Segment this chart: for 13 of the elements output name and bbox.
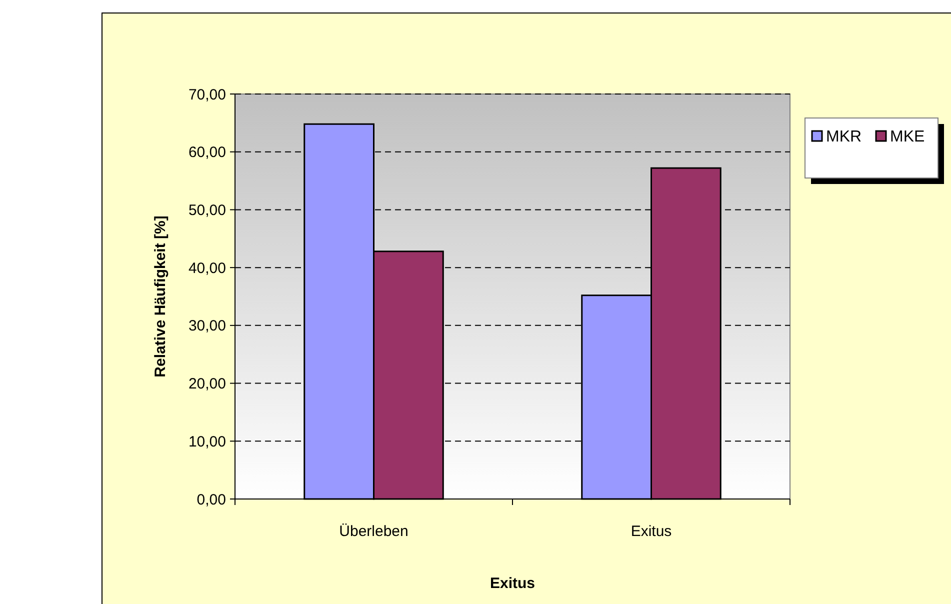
y-axis-title: Relative Häufigkeit [%] [152,216,169,378]
y-tick-label: 50,00 [188,202,226,219]
x-axis-title: Exitus [490,575,536,592]
y-tick-label: 60,00 [188,144,226,162]
legend-label: MKR [826,128,862,146]
legend-label: MKE [890,128,925,146]
y-tick-label: 20,00 [188,376,226,393]
y-tick-label: 10,00 [188,433,226,450]
y-tick-label: 30,00 [188,318,226,335]
x-tick-label: Überleben [339,523,408,540]
y-tick-label: 40,00 [188,260,226,277]
y-tick-label: 70,00 [188,86,226,104]
y-tick-label: 0,00 [196,491,226,508]
